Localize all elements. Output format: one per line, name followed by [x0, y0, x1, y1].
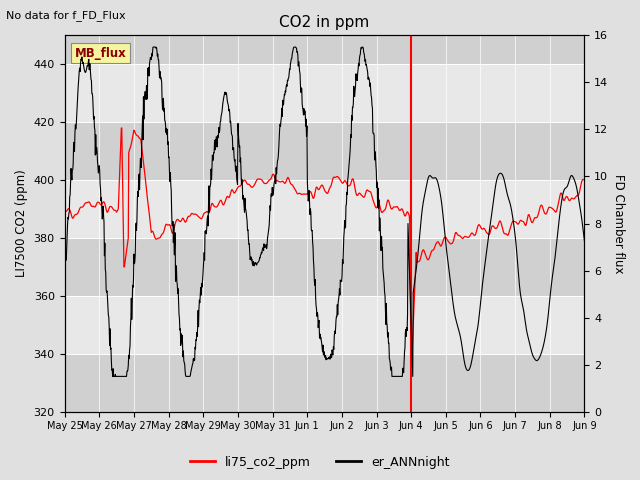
Bar: [65, 238, 584, 296]
Text: No data for f_FD_Flux: No data for f_FD_Flux: [6, 10, 126, 21]
Y-axis label: FD Chamber flux: FD Chamber flux: [612, 174, 625, 273]
Y-axis label: LI7500 CO2 (ppm): LI7500 CO2 (ppm): [15, 169, 28, 277]
Text: MB_flux: MB_flux: [75, 47, 127, 60]
Legend: li75_co2_ppm, er_ANNnight: li75_co2_ppm, er_ANNnight: [186, 451, 454, 474]
Title: CO2 in ppm: CO2 in ppm: [280, 15, 370, 30]
Bar: [65, 122, 584, 180]
Bar: [65, 354, 584, 412]
Bar: [65, 36, 584, 64]
